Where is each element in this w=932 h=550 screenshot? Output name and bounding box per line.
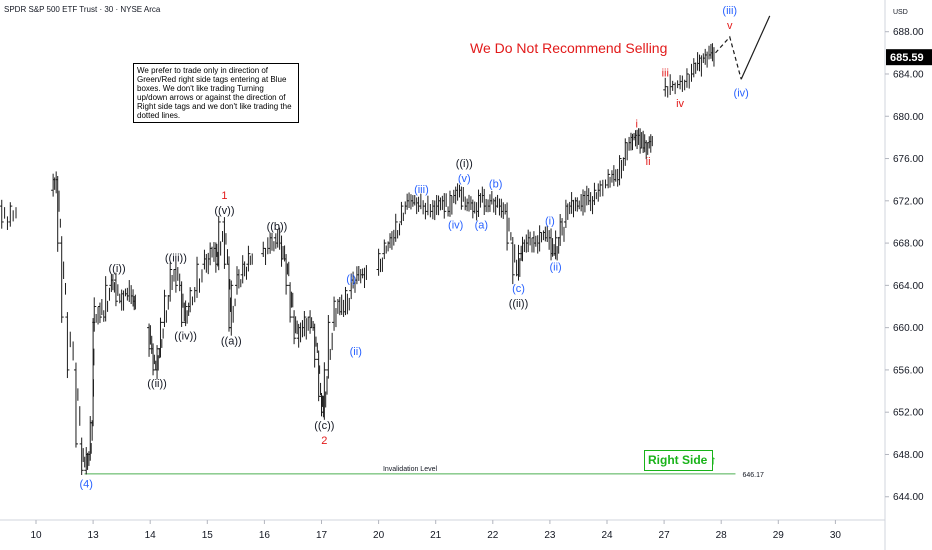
wave-label: v [727,20,733,32]
x-tick-label: 23 [544,530,556,541]
y-tick-label: 668.00 [893,239,924,250]
wave-label: ((c)) [314,420,334,432]
headline-text: We Do Not Recommend Selling [470,40,668,56]
trading-note: We prefer to trade only in direction of … [133,63,299,123]
wave-label: 1 [221,190,227,202]
y-tick-label: 648.00 [893,450,924,461]
x-tick-label: 13 [88,530,100,541]
wave-label: ((b)) [267,221,288,233]
wave-label: (ii) [350,346,362,358]
wave-label: i [635,118,637,130]
wave-label: ((v)) [214,205,234,217]
wave-label: ((iv)) [174,330,197,342]
right-side-label: Right Side [648,453,708,467]
projection-line [740,15,771,80]
wave-label: (ii) [550,262,562,274]
up-arrow-icon: ↑ [710,453,717,467]
y-tick-label: 660.00 [893,323,924,334]
chart-title: SPDR S&P 500 ETF Trust · 30 · NYSE Arca [4,5,161,14]
wave-label: (iii) [414,184,429,196]
x-tick-label: 22 [487,530,499,541]
wave-label: ((i)) [456,158,473,170]
wave-label: (i) [346,274,356,286]
wave-label: (i) [545,216,555,228]
wave-label: (iii) [722,5,737,17]
x-tick-label: 21 [430,530,442,541]
y-tick-label: 688.00 [893,27,924,38]
invalidation-text: Invalidation Level [383,466,438,473]
x-tick-label: 14 [145,530,157,541]
y-tick-label: 684.00 [893,69,924,80]
current-price-value: 685.59 [890,52,924,64]
currency-label: USD [893,9,908,16]
y-tick-label: 644.00 [893,492,924,503]
y-tick-label: 652.00 [893,408,924,419]
x-tick-label: 24 [601,530,613,541]
invalidation-value: 646.17 [742,472,764,479]
right-side-tag: Right Side ↑ [644,450,717,471]
wave-label: iv [676,98,684,110]
x-tick-label: 15 [202,530,214,541]
y-tick-label: 664.00 [893,281,924,292]
wave-label: (b) [489,179,502,191]
wave-label: ((ii)) [147,378,167,390]
x-tick-label: 30 [830,530,842,541]
wave-label: ((ii)) [509,298,529,310]
y-tick-label: 656.00 [893,365,924,376]
wave-label: 2 [321,435,327,447]
current-price-tag [886,49,932,66]
wave-label: (c) [512,283,525,295]
y-tick-label: 680.00 [893,112,924,123]
wave-label: iii [662,68,669,80]
wave-label: ((iii)) [165,253,187,265]
x-tick-label: 10 [30,530,42,541]
wave-label: ((i)) [109,263,126,275]
wave-label: (a) [475,219,488,231]
x-tick-label: 20 [373,530,385,541]
wave-label: (iv) [734,87,749,99]
x-tick-label: 29 [773,530,785,541]
y-tick-label: 672.00 [893,196,924,207]
x-tick-label: 16 [259,530,271,541]
x-tick-label: 17 [316,530,328,541]
wave-label: (4) [80,478,93,490]
projection-dashed [715,35,742,80]
x-tick-label: 28 [716,530,728,541]
wave-label: (iv) [448,219,463,231]
x-tick-label: 27 [659,530,671,541]
y-tick-label: 676.00 [893,154,924,165]
wave-label: ii [646,156,651,168]
wave-label: (v) [458,173,471,185]
wave-label: ((a)) [221,336,242,348]
